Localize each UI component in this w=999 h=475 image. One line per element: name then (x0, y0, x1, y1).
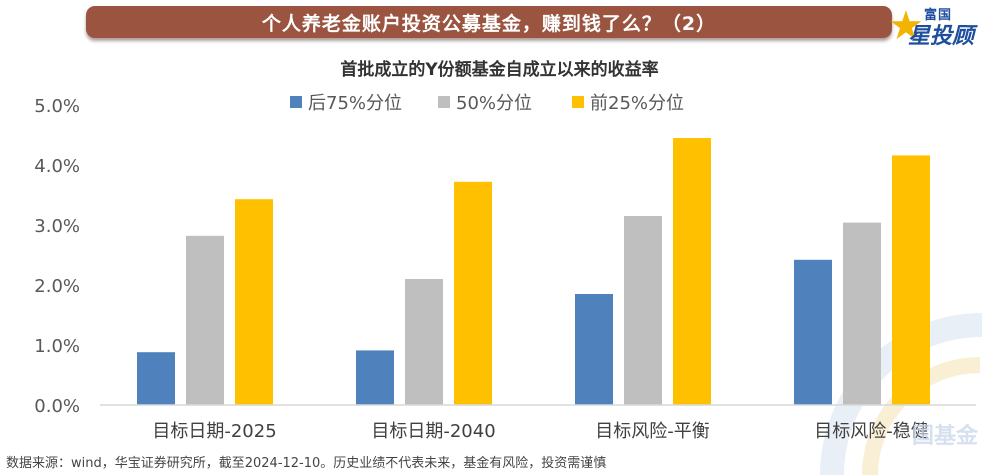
y-tick-label: 5.0% (34, 96, 80, 117)
page-title: 个人养老金账户投资公募基金，赚到钱了么？（2） (86, 6, 892, 38)
legend-label: 后75%分位 (308, 93, 402, 114)
bar-1-2 (186, 235, 224, 405)
logo-top-text: 富国 (924, 8, 953, 23)
legend-label: 50%分位 (456, 93, 532, 114)
bar-4-3 (892, 155, 930, 405)
y-tick-label: 2.0% (34, 276, 80, 297)
star-icon: ★ (888, 3, 924, 49)
bar-3-2 (624, 216, 662, 405)
bar-3-3 (673, 138, 711, 405)
bar-2-3 (454, 181, 492, 405)
watermark-text: 国基金 (912, 424, 979, 449)
x-category-label: 目标日期-2025 (152, 421, 276, 442)
bar-2-1 (356, 350, 394, 405)
x-category-label: 目标风险-稳健 (814, 421, 929, 442)
y-tick-label: 3.0% (34, 216, 80, 237)
bar-4-2 (843, 222, 881, 405)
y-tick-label: 1.0% (34, 336, 80, 357)
y-tick-label: 0.0% (34, 396, 80, 417)
legend-swatch (438, 96, 450, 108)
brand-logo: ★ 富国 星投顾 (888, 2, 998, 49)
footnote: 数据来源：wind，华宝证券研究所，截至2024-12-10。历史业绩不代表未来… (6, 456, 607, 471)
bar-1-1 (137, 352, 175, 405)
x-category-label: 目标日期-2040 (371, 421, 495, 442)
bar-4-1 (794, 259, 832, 405)
legend-swatch (572, 96, 584, 108)
x-category-label: 目标风险-平衡 (595, 421, 710, 442)
chart-title: 首批成立的Y份额基金自成立以来的收益率 (340, 60, 659, 80)
bar-3-1 (575, 294, 613, 405)
legend-swatch (290, 96, 302, 108)
logo-main-text: 星投顾 (908, 24, 975, 49)
y-tick-label: 4.0% (34, 156, 80, 177)
bar-2-2 (405, 279, 443, 405)
bar-1-3 (235, 199, 273, 405)
legend-label: 前25%分位 (590, 93, 684, 114)
